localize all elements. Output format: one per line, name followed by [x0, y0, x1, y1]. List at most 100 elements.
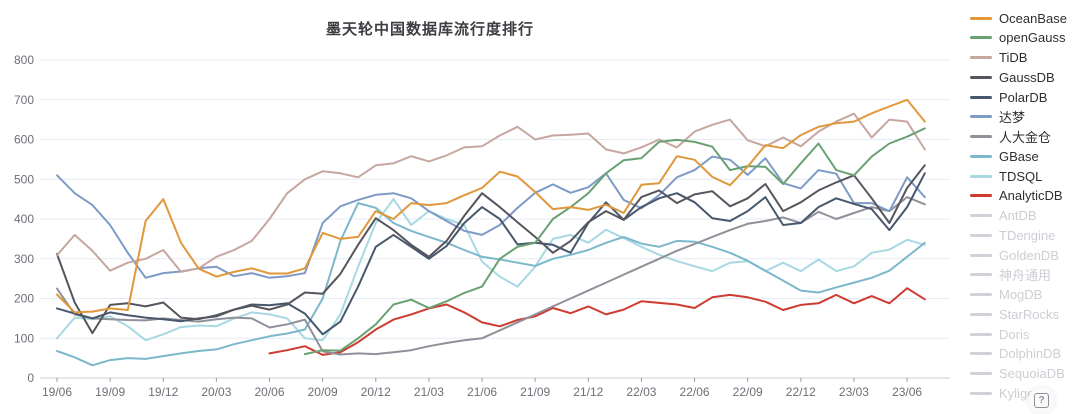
x-axis-label: 21/06: [467, 385, 497, 399]
legend-label-starrocks: StarRocks: [999, 306, 1059, 322]
x-axis-label: 20/09: [308, 385, 338, 399]
legend-label-shenzhou-tongyong: 神舟通用: [999, 268, 1052, 284]
chart-title: 墨天轮中国数据库流行度排行: [325, 21, 534, 38]
legend-item-oceanbase[interactable]: OceanBase: [970, 9, 1067, 27]
x-axis-label: 20/12: [361, 385, 391, 399]
legend-item-goldendb[interactable]: GoldenDB: [970, 246, 1059, 264]
series-line-dameng: [56, 155, 926, 279]
legend-item-doris[interactable]: Doris: [970, 325, 1029, 343]
y-axis-label: 300: [14, 252, 34, 266]
legend-label-antdb: AntDB: [999, 208, 1037, 223]
legend-line-swatch-starrocks: [970, 312, 992, 316]
legend-label-dolphindb: DolphinDB: [999, 346, 1062, 362]
legend-line-swatch-gaussdb: [970, 75, 992, 79]
x-axis-label: 22/09: [733, 385, 763, 399]
legend-line-swatch-tdengine: [970, 233, 992, 237]
x-axis-label: 21/12: [573, 385, 603, 399]
legend-item-antdb[interactable]: AntDB: [970, 207, 1037, 225]
legend-item-starrocks[interactable]: StarRocks: [970, 305, 1059, 323]
legend-line-swatch-antdb: [970, 214, 992, 217]
x-axis-label: 23/06: [892, 385, 922, 399]
series-line-opengauss: [303, 127, 926, 356]
y-axis-label: 100: [14, 331, 34, 345]
legend-label-kyligence: Kylige: [999, 385, 1035, 401]
legend-item-kingbase[interactable]: 人大金仓: [970, 128, 1051, 146]
legend-item-mogdb[interactable]: MogDB: [970, 286, 1042, 304]
legend-line-swatch-opengauss: [970, 36, 992, 40]
x-axis-label: 20/06: [255, 385, 285, 399]
legend-line-swatch-sequoiadb: [970, 372, 992, 375]
help-icon: ?: [1034, 393, 1049, 408]
x-axis-label: 22/03: [626, 385, 656, 399]
legend-line-swatch-shenzhou-tongyong: [970, 273, 992, 277]
y-axis-label: 600: [14, 133, 34, 147]
x-axis-label: 21/03: [414, 385, 444, 399]
legend-label-tdsql: TDSQL: [999, 168, 1043, 184]
legend-line-swatch-goldendb: [970, 253, 992, 257]
legend-line-swatch-polardb: [970, 95, 992, 99]
legend-line-swatch-dolphindb: [970, 352, 992, 356]
legend-label-dameng: 达梦: [999, 110, 1026, 126]
series-line-oceanbase: [56, 98, 926, 314]
legend-line-swatch-tidb: [970, 56, 992, 59]
legend-line-swatch-kingbase: [970, 135, 992, 138]
legend-label-goldendb: GoldenDB: [999, 247, 1059, 263]
legend-line-swatch-dameng: [970, 115, 992, 119]
legend-line-swatch-tdsql: [970, 174, 992, 178]
y-axis-label: 500: [14, 172, 34, 186]
legend-item-dolphindb[interactable]: DolphinDB: [970, 345, 1061, 363]
y-axis-label: 700: [14, 93, 34, 107]
legend-item-tdengine[interactable]: TDengine: [970, 226, 1055, 244]
series-line-analyticdb: [268, 287, 926, 356]
legend-label-analyticdb: AnalyticDB: [999, 188, 1063, 204]
legend-label-sequoiadb: SequoiaDB: [999, 366, 1065, 381]
series-line-tdsql: [56, 198, 926, 342]
legend-label-mogdb: MogDB: [999, 287, 1043, 302]
legend-item-polardb[interactable]: PolarDB: [970, 88, 1047, 106]
legend-item-tdsql[interactable]: TDSQL: [970, 167, 1042, 185]
y-axis-label: 800: [14, 53, 34, 67]
series-line-tidb: [56, 112, 926, 273]
legend-item-opengauss[interactable]: openGauss: [970, 29, 1066, 47]
legend: OceanBase openGauss TiDB GaussDB PolarDB 达梦人大…: [970, 9, 1080, 409]
legend-item-analyticdb[interactable]: AnalyticDB: [970, 187, 1063, 205]
x-axis-label: 21/09: [520, 385, 550, 399]
legend-line-swatch-doris: [970, 332, 992, 336]
legend-item-gaussdb[interactable]: GaussDB: [970, 68, 1055, 86]
series-line-kingbase: [56, 196, 926, 356]
x-axis-label: 20/03: [201, 385, 231, 399]
legend-label-kingbase: 人大金仓: [999, 130, 1052, 145]
series-line-polardb: [56, 172, 926, 336]
legend-label-oceanbase: OceanBase: [999, 10, 1067, 26]
legend-line-swatch-mogdb: [970, 293, 992, 296]
legend-item-gbase[interactable]: GBase: [970, 147, 1039, 165]
legend-item-tidb[interactable]: TiDB: [970, 49, 1027, 67]
y-axis-label: 400: [14, 212, 34, 226]
legend-line-swatch-analyticdb: [970, 194, 992, 198]
y-axis-label: 0: [27, 371, 34, 385]
x-axis-label: 23/03: [839, 385, 869, 399]
legend-item-kyligence[interactable]: Kylige: [970, 384, 1034, 402]
x-axis-label: 22/06: [680, 385, 710, 399]
legend-label-opengauss: openGauss: [999, 30, 1066, 46]
legend-item-dameng[interactable]: 达梦: [970, 108, 1025, 126]
x-axis-label: 22/12: [786, 385, 816, 399]
legend-label-doris: Doris: [999, 326, 1030, 342]
x-axis-label: 19/12: [148, 385, 178, 399]
legend-label-tidb: TiDB: [999, 50, 1028, 65]
y-axis-label: 200: [14, 292, 34, 306]
legend-line-swatch-kyligence: [970, 391, 992, 395]
legend-label-gbase: GBase: [999, 148, 1039, 164]
series-line-gaussdb: [56, 164, 926, 335]
legend-label-tdengine: TDengine: [999, 227, 1056, 243]
legend-line-swatch-oceanbase: [970, 16, 992, 20]
help-button[interactable]: ?: [1028, 387, 1055, 414]
legend-item-shenzhou-tongyong[interactable]: 神舟通用: [970, 266, 1051, 284]
x-axis-label: 19/06: [42, 385, 72, 399]
legend-line-swatch-gbase: [970, 154, 992, 158]
legend-label-polardb: PolarDB: [999, 89, 1048, 105]
series-line-gbase: [56, 202, 926, 367]
legend-item-sequoiadb[interactable]: SequoiaDB: [970, 365, 1065, 383]
x-axis-label: 19/09: [95, 385, 125, 399]
